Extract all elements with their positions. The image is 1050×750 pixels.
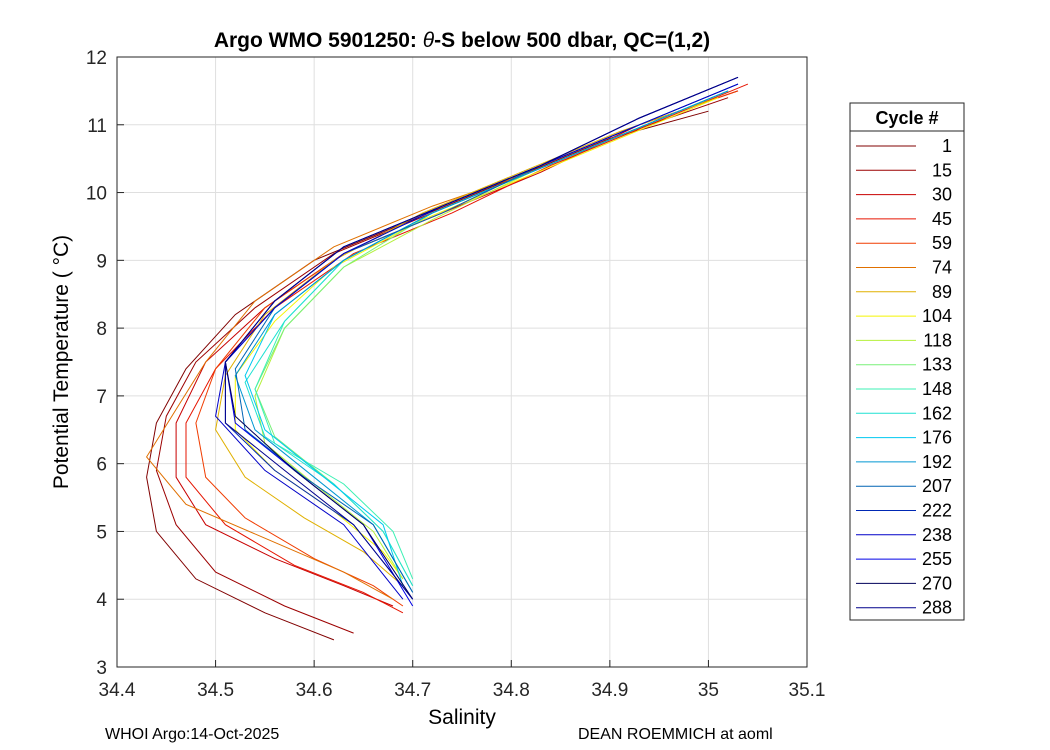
y-axis-label: Potential Temperature ( °C) xyxy=(50,235,73,489)
x-axis-label: Salinity xyxy=(428,706,496,729)
plot-area xyxy=(117,57,807,667)
legend-label-133: 133 xyxy=(922,355,952,375)
series-line-89 xyxy=(215,97,719,587)
chart-title: Argo WMO 5901250: θ-S below 500 dbar, QC… xyxy=(214,29,710,52)
x-tick-label: 35 xyxy=(698,680,719,701)
x-tick-label: 34.6 xyxy=(296,680,333,701)
series-group xyxy=(145,76,749,641)
legend-label-89: 89 xyxy=(932,282,952,302)
legend-title: Cycle # xyxy=(875,108,938,128)
chart-title-prefix: Argo WMO 5901250: xyxy=(214,29,423,52)
footer-right: DEAN ROEMMICH at aoml xyxy=(578,726,773,743)
chart-title-suffix: -S below 500 dbar, QC=(1,2) xyxy=(434,29,710,52)
x-tick-label: 34.5 xyxy=(197,680,234,701)
axis-ticks: 34.4 34.5 34.6 34.7 34.8 34.9 35 35.1 3 4 5 6 7 8 9 10 1… xyxy=(86,48,826,701)
y-tick-label: 4 xyxy=(96,590,107,611)
legend-label-176: 176 xyxy=(922,428,952,448)
legend-label-255: 255 xyxy=(922,549,952,569)
legend-label-74: 74 xyxy=(932,258,952,278)
y-tick-label: 8 xyxy=(96,319,107,340)
legend-label-15: 15 xyxy=(932,160,952,180)
legend-label-288: 288 xyxy=(922,598,952,618)
x-tick-label: 34.9 xyxy=(591,680,628,701)
legend-label-207: 207 xyxy=(922,476,952,496)
legend: Cycle # 11530455974891041181331481621761… xyxy=(849,102,965,621)
y-tick-label: 7 xyxy=(96,387,107,408)
plot-frame xyxy=(116,56,808,668)
legend-label-148: 148 xyxy=(922,379,952,399)
y-tick-label: 12 xyxy=(86,48,107,69)
x-tick-label: 34.7 xyxy=(394,680,431,701)
legend-label-162: 162 xyxy=(922,403,952,423)
legend-box xyxy=(849,102,965,621)
legend-label-238: 238 xyxy=(922,525,952,545)
y-tick-label: 10 xyxy=(86,184,107,205)
y-tick-label: 6 xyxy=(96,455,107,476)
series-line-288 xyxy=(224,76,739,600)
y-tick-label: 11 xyxy=(87,116,107,137)
legend-label-104: 104 xyxy=(922,306,952,326)
legend-items: 1 15 30 45 59 74 89 104 118 133 148 162 176 192 207 222… xyxy=(856,136,952,618)
x-tick-label: 34.4 xyxy=(99,680,136,701)
legend-label-270: 270 xyxy=(922,573,952,593)
legend-label-45: 45 xyxy=(932,209,952,229)
series-line-238 xyxy=(215,83,739,600)
chart-title-theta: θ xyxy=(423,29,435,52)
legend-label-222: 222 xyxy=(922,501,952,521)
x-tick-label: 34.8 xyxy=(493,680,530,701)
x-tick-label: 35.1 xyxy=(789,680,826,701)
footer-left: WHOI Argo:14-Oct-2025 xyxy=(105,726,280,743)
legend-label-118: 118 xyxy=(923,330,952,350)
y-tick-label: 5 xyxy=(96,522,107,543)
legend-label-30: 30 xyxy=(932,185,952,205)
series-line-192 xyxy=(234,90,729,593)
y-tick-label: 3 xyxy=(96,658,107,679)
legend-label-1: 1 xyxy=(942,136,952,156)
y-tick-label: 9 xyxy=(96,251,107,272)
series-line-104 xyxy=(234,97,719,580)
legend-label-59: 59 xyxy=(932,233,952,253)
legend-label-192: 192 xyxy=(922,452,952,472)
